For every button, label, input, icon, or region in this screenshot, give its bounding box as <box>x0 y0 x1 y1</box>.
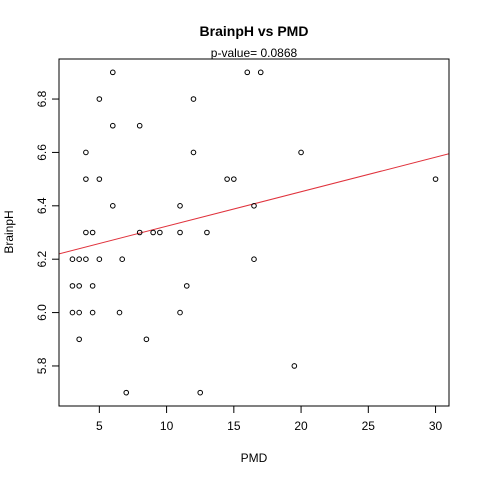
data-point <box>136 122 143 129</box>
data-point <box>69 256 76 262</box>
data-point <box>143 336 150 343</box>
data-point <box>432 176 439 182</box>
x-tick-label: 15 <box>227 419 241 433</box>
data-point <box>76 309 82 316</box>
data-point <box>123 389 130 396</box>
x-tick-label: 20 <box>294 419 308 433</box>
data-point <box>96 176 103 182</box>
data-point <box>251 203 257 209</box>
data-point <box>89 283 96 289</box>
data-point <box>89 309 96 316</box>
y-tick-label: 6.4 <box>35 197 49 214</box>
data-point <box>76 256 82 262</box>
data-point <box>157 229 163 236</box>
data-point <box>177 229 183 236</box>
y-axis: 5.8 6.0 6.2 6.4 6.6 6.8 <box>35 90 60 374</box>
data-point <box>204 229 210 236</box>
data-point <box>251 256 257 262</box>
data-point <box>116 309 123 316</box>
plot-frame <box>58 58 450 407</box>
data-point <box>177 203 183 209</box>
x-axis-label: PMD <box>241 451 268 465</box>
data-point <box>136 229 143 236</box>
data-point <box>183 283 190 289</box>
data-point <box>109 122 116 129</box>
data-point <box>119 256 126 262</box>
data-point <box>150 229 156 236</box>
data-point <box>190 96 197 102</box>
y-tick-label: 6.6 <box>35 144 49 161</box>
data-point <box>83 176 89 182</box>
data-point <box>109 69 116 76</box>
data-point <box>224 176 230 182</box>
y-axis-label: BrainpH <box>2 210 16 253</box>
data-point <box>83 229 89 236</box>
data-point <box>69 283 76 289</box>
data-point <box>109 203 116 209</box>
data-point <box>96 256 103 262</box>
data-point <box>197 389 204 396</box>
data-point <box>231 176 237 182</box>
data-point <box>244 69 251 76</box>
x-tick-label: 10 <box>160 419 174 433</box>
y-tick-label: 6.2 <box>35 251 49 268</box>
data-point <box>298 149 304 156</box>
data-point <box>291 363 298 369</box>
x-tick-label: 25 <box>362 419 376 433</box>
data-point <box>69 309 76 316</box>
y-tick-label: 6.0 <box>35 304 49 321</box>
data-point <box>83 256 89 262</box>
x-axis: 5 10 15 20 25 30 <box>96 405 443 433</box>
data-point <box>89 229 96 236</box>
data-point <box>177 309 183 316</box>
chart-title: BrainpH vs PMD <box>200 23 309 39</box>
x-tick-label: 5 <box>96 419 103 433</box>
data-point <box>83 149 89 156</box>
data-point <box>76 336 82 343</box>
chart-subtitle: p-value= 0.0868 <box>211 46 298 60</box>
y-tick-label: 5.8 <box>35 357 49 374</box>
x-tick-label: 30 <box>429 419 443 433</box>
data-point <box>257 69 264 76</box>
data-point <box>76 283 82 289</box>
data-point <box>190 149 197 156</box>
y-tick-label: 6.8 <box>35 90 49 107</box>
data-point <box>96 96 103 102</box>
points-layer <box>69 69 439 396</box>
